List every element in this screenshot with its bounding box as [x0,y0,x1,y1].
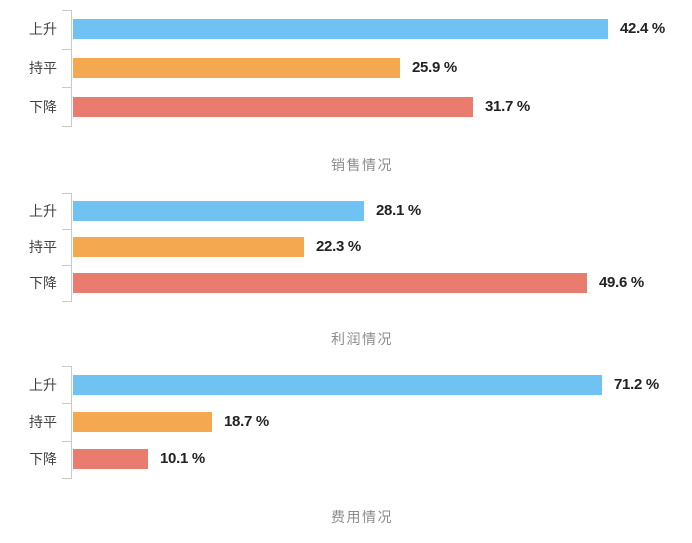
axis-tick [62,441,72,442]
chart-title: 销售情况 [331,157,393,173]
value-label: 31.7 % [485,98,530,115]
chart-title: 利润情况 [331,331,393,347]
bar [73,97,473,117]
bar [73,237,304,257]
bar [73,201,364,221]
value-label: 18.7 % [224,413,269,430]
bar [73,449,148,469]
axis-tick [62,229,72,230]
axis-tick [62,478,72,479]
category-label: 下降 [29,99,57,115]
value-label: 42.4 % [620,20,665,37]
category-label: 上升 [29,203,57,219]
value-label: 49.6 % [599,274,644,291]
value-label: 25.9 % [412,59,457,76]
value-label: 28.1 % [376,202,421,219]
category-label: 上升 [29,21,57,37]
plot-area: 71.2 % 18.7 % 10.1 % [62,366,659,479]
category-label: 下降 [29,275,57,291]
axis-tick [62,366,72,367]
category-label: 持平 [29,60,57,76]
axis-tick [62,301,72,302]
category-label: 持平 [29,414,57,430]
axis-tick [62,49,72,50]
value-label: 22.3 % [316,238,361,255]
bar [73,19,608,39]
axis-tick [62,87,72,88]
bar [73,412,212,432]
bar [73,273,587,293]
plot-area: 28.1 % 22.3 % 49.6 % [62,193,653,302]
bar [73,375,602,395]
chart-title: 费用情况 [331,509,393,525]
value-label: 10.1 % [160,450,205,467]
category-label: 持平 [29,239,57,255]
axis-tick [62,403,72,404]
value-label: 71.2 % [614,376,659,393]
axis-tick [62,10,72,11]
category-label: 上升 [29,377,57,393]
category-label: 下降 [29,451,57,467]
bar [73,58,400,78]
axis-tick [62,193,72,194]
plot-area: 42.4 % 25.9 % 31.7 % [62,10,665,127]
axis-tick [62,265,72,266]
axis-tick [62,126,72,127]
